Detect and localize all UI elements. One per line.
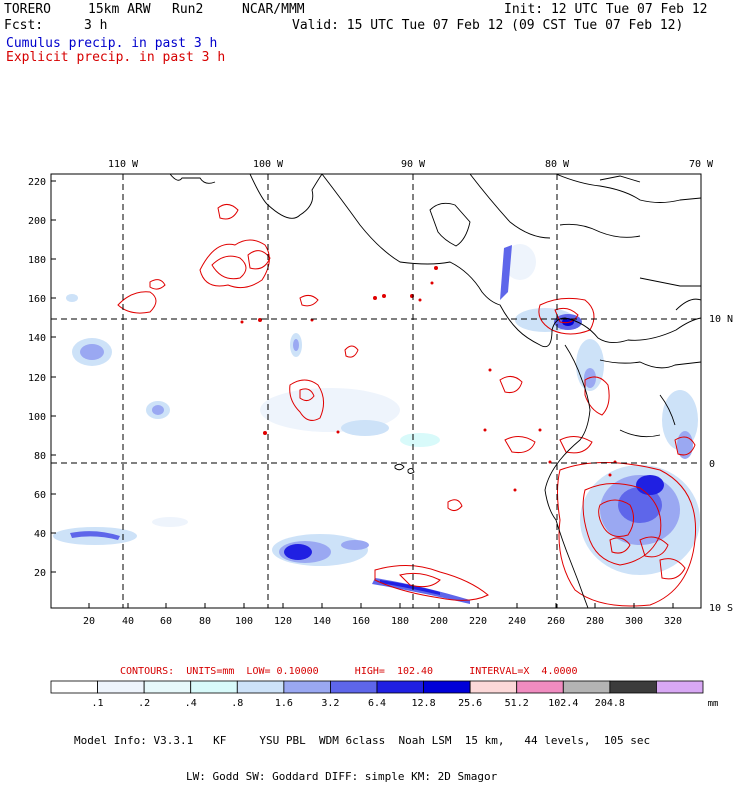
y-tick-label: 120 xyxy=(28,373,46,384)
run-label: Run2 xyxy=(172,2,204,17)
color-bar xyxy=(50,680,704,694)
color-bar-swatch xyxy=(516,680,564,694)
map-figure: 110 W 100 W 90 W 80 W 70 W 10 N 0 10 S 2… xyxy=(28,159,733,709)
lon-label-90w: 90 W xyxy=(401,159,426,170)
color-bar-label: 102.4 xyxy=(548,698,578,709)
color-bar-swatch xyxy=(469,680,518,694)
precip-field xyxy=(51,174,701,608)
color-bar-label: 204.8 xyxy=(595,698,625,709)
model-info: Model Info: V3.3.1 KF YSU PBL WDM 6class… xyxy=(74,711,650,795)
contours-info: CONTOURS: UNITS=mm LOW= 0.10000 HIGH= 10… xyxy=(120,666,578,677)
x-tick-label: 220 xyxy=(469,616,487,627)
color-bar-swatch xyxy=(97,680,145,694)
y-tick-label: 180 xyxy=(28,255,46,266)
y-tick-label: 160 xyxy=(28,294,46,305)
model-info-line-1: Model Info: V3.3.1 KF YSU PBL WDM 6class… xyxy=(74,734,651,747)
x-tick-label: 280 xyxy=(586,616,604,627)
color-bar-label: 25.6 xyxy=(458,698,482,709)
color-bar-label: 51.2 xyxy=(505,698,529,709)
lon-label-80w: 80 W xyxy=(545,159,570,170)
color-bar-swatch xyxy=(609,680,657,694)
x-tick-label: 80 xyxy=(199,616,211,627)
y-tick-label: 200 xyxy=(28,216,46,227)
organization: NCAR/MMM xyxy=(242,2,305,17)
coastlines xyxy=(169,174,701,608)
color-bar-label: .8 xyxy=(231,698,243,709)
cumulus-precip-title: Cumulus precip. in past 3 h xyxy=(6,36,218,51)
lat-label-10s: 10 S xyxy=(709,603,733,614)
lat-label-10n: 10 N xyxy=(709,314,733,325)
cumulus-precip-areas xyxy=(53,244,700,604)
x-tick-label: 60 xyxy=(160,616,172,627)
x-tick-marks xyxy=(88,603,674,608)
x-tick-label: 120 xyxy=(274,616,292,627)
color-bar-swatch xyxy=(376,680,424,694)
y-tick-label: 40 xyxy=(34,529,46,540)
model-name: TORERO xyxy=(4,2,51,17)
model-info-line-2: LW: Godd SW: Goddard DIFF: simple KM: 2D… xyxy=(186,770,498,783)
color-bar-swatch xyxy=(656,680,704,694)
x-tick-label: 100 xyxy=(235,616,253,627)
x-tick-label: 160 xyxy=(352,616,370,627)
forecast-label: Fcst: xyxy=(4,18,44,33)
explicit-precip-title: Explicit precip. in past 3 h xyxy=(6,50,226,65)
x-tick-label: 240 xyxy=(508,616,526,627)
lat-lon-grid xyxy=(51,174,701,608)
init-time: Init: 12 UTC Tue 07 Feb 12 xyxy=(504,2,708,17)
color-bar-label: 12.8 xyxy=(412,698,436,709)
x-tick-label: 20 xyxy=(83,616,95,627)
explicit-precip-contours xyxy=(117,204,697,607)
x-tick-label: 260 xyxy=(547,616,565,627)
y-tick-label: 20 xyxy=(34,568,46,579)
y-tick-label: 80 xyxy=(34,451,46,462)
color-bar-label: 3.2 xyxy=(321,698,339,709)
color-bar-swatch xyxy=(283,680,331,694)
color-bar-label: 1.6 xyxy=(275,698,293,709)
color-bar-swatch xyxy=(423,680,471,694)
lat-label-0: 0 xyxy=(709,459,715,470)
x-tick-label: 320 xyxy=(664,616,682,627)
color-bar-units: mm xyxy=(708,699,719,709)
y-tick-label: 60 xyxy=(34,490,46,501)
x-tick-label: 40 xyxy=(122,616,134,627)
lon-label-70w: 70 W xyxy=(689,159,714,170)
color-bar-label: .1 xyxy=(92,698,104,709)
color-bar-swatch xyxy=(190,680,238,694)
x-tick-label: 180 xyxy=(391,616,409,627)
y-tick-label: 220 xyxy=(28,177,46,188)
color-bar-labels: .1 .2 .4 .8 1.6 3.2 6.4 12.8 25.6 51.2 102.4 204.8 xyxy=(92,698,625,709)
model-resolution: 15km ARW xyxy=(88,2,151,17)
color-bar-swatch xyxy=(562,680,611,694)
color-bar-label: .4 xyxy=(185,698,197,709)
y-tick-label: 100 xyxy=(28,412,46,423)
valid-time: Valid: 15 UTC Tue 07 Feb 12 (09 CST Tue … xyxy=(292,18,684,33)
x-tick-label: 200 xyxy=(430,616,448,627)
x-tick-label: 300 xyxy=(625,616,643,627)
color-bar-swatch xyxy=(50,680,98,694)
y-tick-label: 140 xyxy=(28,333,46,344)
lon-label-110w: 110 W xyxy=(108,159,139,170)
forecast-hours: 3 h xyxy=(84,18,108,33)
color-bar-swatch xyxy=(330,680,378,694)
y-tick-marks xyxy=(51,180,56,573)
x-tick-label: 140 xyxy=(313,616,331,627)
color-bar-swatch xyxy=(143,680,192,694)
color-bar-swatch xyxy=(236,680,285,694)
color-bar-label: 6.4 xyxy=(368,698,386,709)
color-bar-label: .2 xyxy=(138,698,150,709)
lon-label-100w: 100 W xyxy=(253,159,284,170)
